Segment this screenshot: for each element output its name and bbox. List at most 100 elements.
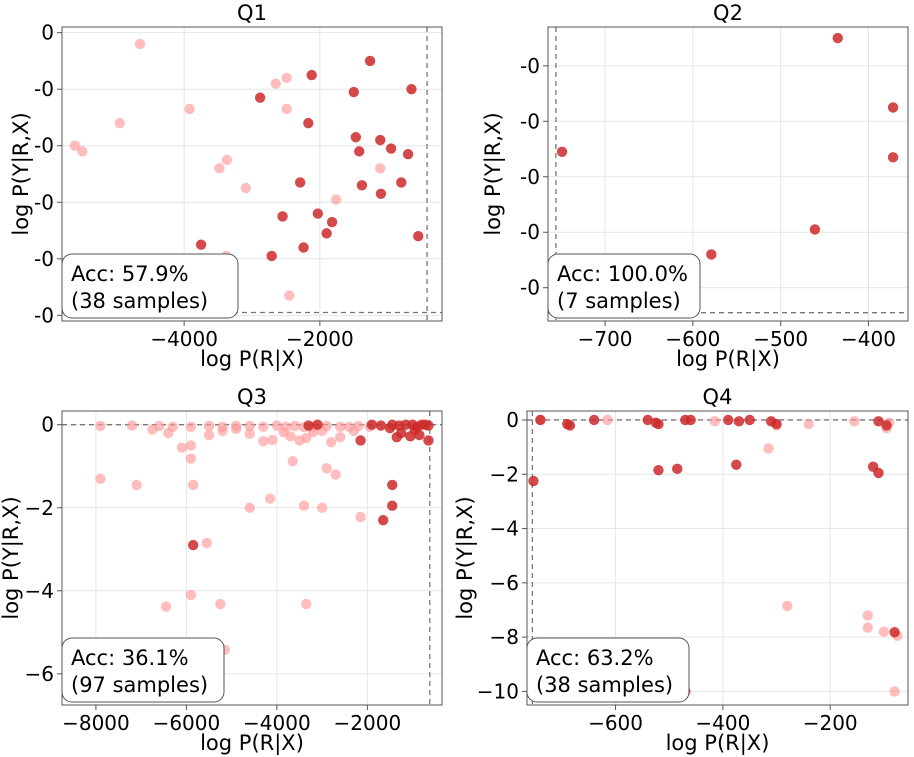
x-tick-label: −200	[803, 711, 858, 735]
y-tick-label: -0	[520, 220, 540, 244]
data-point-incorrect	[321, 463, 332, 474]
data-point-incorrect	[203, 420, 215, 432]
data-point-incorrect	[889, 686, 900, 697]
x-tick-label: −2000	[286, 327, 354, 351]
accuracy-box	[547, 253, 701, 319]
y-tick-label: −4	[490, 517, 519, 541]
data-point-incorrect	[878, 626, 890, 637]
y-tick-label: -0	[34, 190, 54, 214]
data-point-incorrect	[185, 589, 197, 601]
data-point-correct	[366, 419, 378, 430]
data-point-correct	[423, 420, 434, 431]
y-tick-label: -0	[34, 303, 54, 327]
panel-title: Q1	[237, 1, 267, 25]
data-point-incorrect	[258, 436, 269, 447]
data-point-incorrect	[335, 431, 346, 443]
data-point-incorrect	[77, 146, 88, 157]
data-point-incorrect	[217, 425, 228, 437]
data-point-correct	[731, 459, 742, 470]
data-point-incorrect	[147, 424, 158, 435]
data-point-incorrect	[95, 420, 106, 432]
data-point-correct	[832, 32, 843, 44]
x-tick-label: −600	[588, 711, 643, 735]
data-point-incorrect	[214, 163, 225, 174]
data-point-correct	[375, 134, 386, 146]
data-point-incorrect	[301, 432, 312, 444]
data-point-correct	[385, 143, 397, 154]
accuracy-box	[61, 253, 239, 319]
y-tick-label: −8	[490, 625, 519, 649]
data-point-incorrect	[244, 502, 255, 513]
data-point-correct	[377, 515, 389, 526]
y-tick-label: 0	[41, 21, 54, 45]
y-tick-label: −6	[25, 662, 54, 686]
data-point-correct	[321, 228, 332, 239]
data-point-correct	[326, 216, 338, 228]
panel-title: Q4	[703, 385, 733, 409]
data-point-incorrect	[203, 429, 215, 441]
data-point-incorrect	[230, 423, 242, 435]
y-tick-label: -0	[520, 276, 540, 300]
data-point-correct	[414, 429, 425, 441]
panel-title: Q3	[237, 385, 267, 409]
accuracy-box	[526, 637, 690, 703]
data-point-correct	[187, 539, 199, 551]
data-point-correct	[723, 414, 734, 426]
plot-frame	[61, 26, 443, 322]
y-axis-label: log P(Y|R,X)	[0, 496, 24, 619]
x-tick-label: −600	[665, 327, 720, 351]
y-tick-label: −2	[25, 496, 54, 520]
panel-q4: −600 −400 −200 0 −2 −4 −6 −8 −10 Q4 log P(R|X) log …	[453, 385, 909, 756]
x-tick-label: −400	[695, 711, 750, 735]
data-point-correct	[733, 416, 745, 427]
data-point-incorrect	[185, 453, 197, 464]
data-point-incorrect	[849, 416, 860, 427]
y-tick-label: -0	[34, 247, 54, 271]
data-point-incorrect	[325, 436, 337, 448]
data-point-correct	[744, 414, 755, 426]
y-axis-label: log P(Y|R,X)	[481, 112, 506, 235]
data-point-correct	[348, 86, 359, 98]
data-point-incorrect	[215, 598, 226, 610]
data-point-incorrect	[185, 440, 197, 451]
data-point-incorrect	[187, 479, 199, 491]
data-point-correct	[413, 230, 424, 242]
data-point-incorrect	[862, 622, 873, 633]
data-point-incorrect	[355, 511, 366, 523]
data-point-incorrect	[131, 479, 142, 491]
x-axis-label: log P(R|X)	[200, 731, 304, 756]
data-point-correct	[653, 418, 664, 430]
data-point-incorrect	[163, 427, 174, 439]
data-point-incorrect	[375, 163, 386, 174]
data-point-incorrect	[114, 117, 125, 129]
data-point-correct	[354, 146, 365, 157]
y-axis-label: log P(Y|R,X)	[453, 496, 478, 619]
data-point-correct	[653, 464, 664, 476]
data-point-incorrect	[335, 421, 346, 432]
y-tick-label: -0	[520, 109, 540, 133]
accuracy-text: Acc: 57.9%	[71, 262, 189, 286]
data-point-incorrect	[298, 500, 310, 511]
data-point-correct	[312, 419, 323, 430]
x-axis-label: log P(R|X)	[666, 731, 770, 756]
data-point-correct	[873, 467, 884, 479]
data-point-correct	[294, 177, 306, 188]
data-point-incorrect	[281, 103, 292, 115]
data-point-incorrect	[862, 610, 873, 621]
data-point-correct	[672, 463, 683, 475]
data-point-correct	[556, 146, 568, 158]
data-point-incorrect	[184, 103, 195, 115]
data-point-correct	[402, 149, 414, 160]
samples-text: (38 samples)	[71, 289, 208, 313]
data-point-incorrect	[244, 428, 255, 440]
data-point-incorrect	[782, 600, 793, 612]
y-tick-label: -0	[520, 54, 540, 78]
data-point-correct	[266, 250, 277, 262]
accuracy-text: Acc: 36.1%	[71, 646, 189, 670]
y-tick-label: -0	[34, 77, 54, 101]
x-tick-label: −500	[753, 327, 808, 351]
data-point-incorrect	[287, 456, 298, 467]
x-tick-label: −8000	[62, 711, 130, 735]
data-point-incorrect	[271, 420, 283, 431]
